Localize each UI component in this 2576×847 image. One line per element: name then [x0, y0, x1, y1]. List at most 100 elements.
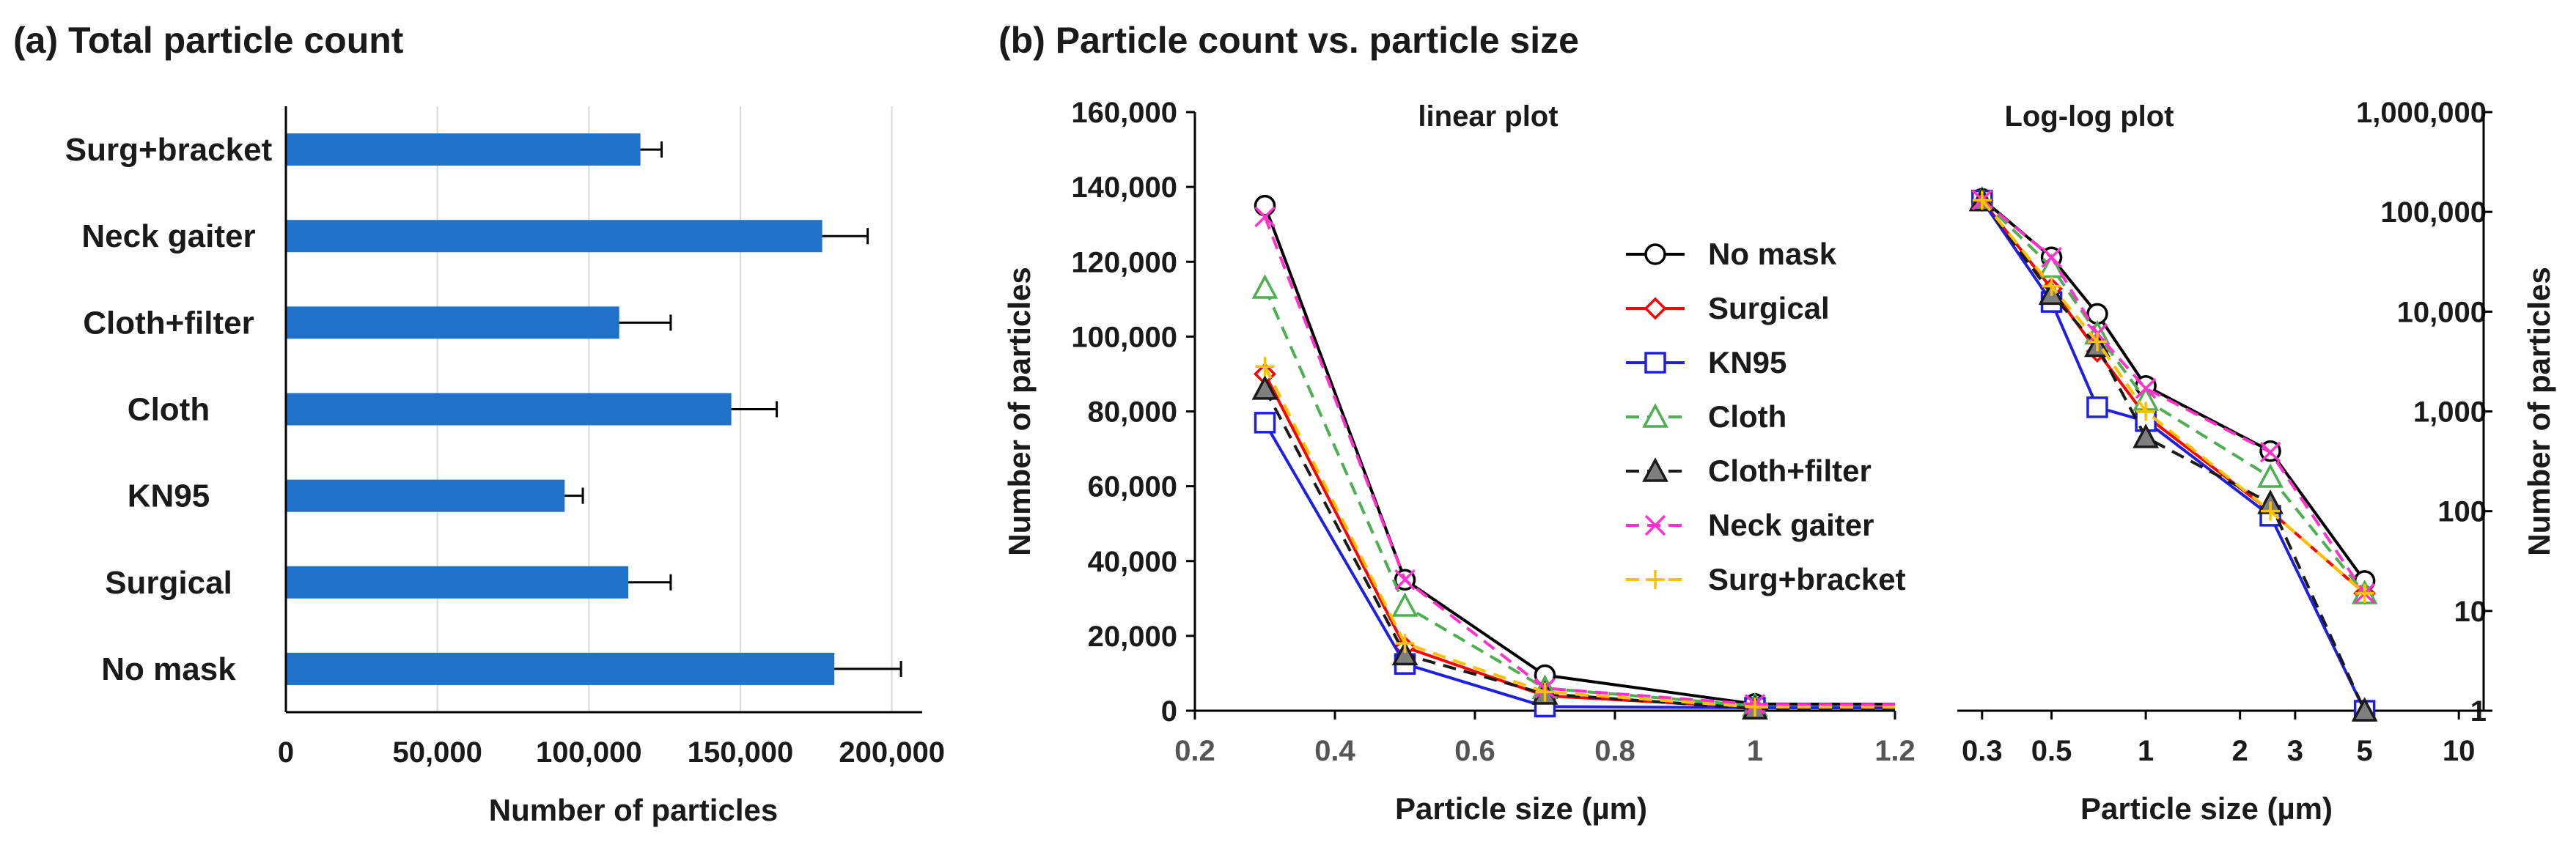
- bar-neck-gaiter: [286, 220, 823, 253]
- data-point: [2042, 276, 2061, 296]
- data-point: [2261, 501, 2281, 521]
- category-label: Surgical: [105, 565, 232, 601]
- series-line: [1981, 199, 2366, 595]
- y-tick-label: 160,000: [1071, 97, 1177, 129]
- data-point: [2355, 583, 2374, 603]
- bar-kn95: [286, 479, 565, 512]
- data-point: [2038, 253, 2065, 278]
- series-cloth-filter: [1251, 375, 1896, 720]
- category-label: Cloth+filter: [83, 305, 254, 341]
- series-cloth: [1251, 274, 1896, 717]
- data-point: [2132, 424, 2160, 448]
- series-line: [1981, 199, 2366, 595]
- data-point: [1745, 697, 1764, 717]
- category-label: Cloth: [128, 392, 210, 428]
- x-tick-label: 0.2: [1174, 735, 1215, 767]
- x-axis-title: Particle size (µm): [1395, 791, 1647, 826]
- data-point: [2087, 332, 2107, 352]
- legend-item-cloth-filter: Cloth+filter: [1626, 454, 1872, 488]
- series-line: [1981, 199, 2366, 594]
- x-tick-label: 0.3: [1962, 735, 2003, 767]
- data-point: [1644, 514, 1666, 536]
- y-tick-label: 20,000: [1088, 621, 1177, 653]
- bar-cloth-filter: [286, 306, 619, 339]
- data-point: [1535, 682, 1555, 702]
- data-point: [2135, 377, 2157, 399]
- data-point: [1644, 297, 1667, 320]
- series-surg-bracket: [1972, 191, 2374, 603]
- x-tick-label: 150,000: [688, 736, 794, 769]
- x-tick-label: 1: [2138, 735, 2154, 767]
- y-tick-label: 10: [2454, 596, 2487, 628]
- panel-a-title: (a) Total particle count: [13, 20, 404, 61]
- y-tick-label: 1,000,000: [2356, 97, 2487, 129]
- category-label: No mask: [101, 651, 236, 687]
- panel-b-title: (b) Particle count vs. particle size: [998, 20, 1579, 61]
- category-label: KN95: [128, 478, 210, 514]
- series-cloth: [1968, 186, 2378, 604]
- series-line: [1263, 204, 1756, 706]
- y-tick-label: 120,000: [1071, 246, 1177, 278]
- x-axis-title: Number of particles: [489, 793, 778, 827]
- series-cloth-filter: [1968, 186, 2378, 722]
- data-point: [1972, 191, 1992, 210]
- legend: No mask Surgical KN95 Cloth Cloth+filter Neck…: [1626, 237, 1906, 596]
- series-line: [1263, 216, 1756, 706]
- legend-label: Cloth: [1708, 399, 1786, 434]
- bar-no-mask: [286, 652, 835, 685]
- data-point: [1254, 194, 1276, 217]
- legend-label: Cloth+filter: [1708, 454, 1872, 488]
- data-point: [2257, 463, 2284, 488]
- data-point: [1642, 403, 1668, 428]
- data-point: [1255, 357, 1275, 377]
- x-axis-title: Particle size (µm): [2080, 791, 2333, 826]
- y-axis-title: Number of particles: [2522, 267, 2556, 555]
- y-tick-label: 10,000: [2397, 296, 2487, 328]
- data-point: [2086, 396, 2108, 418]
- x-tick-label: 10: [2443, 735, 2476, 767]
- linear-line-chart: 0 20,000 40,000 60,000 80,000 100,000 120,000 1…: [1002, 97, 1916, 826]
- data-point: [1254, 206, 1276, 228]
- category-label: Surg+bracket: [65, 132, 273, 168]
- legend-label: Surgical: [1708, 291, 1830, 325]
- category-label: Neck gaiter: [81, 218, 255, 254]
- data-point: [1251, 375, 1278, 400]
- data-point: [1644, 243, 1666, 265]
- data-point: [2259, 441, 2281, 463]
- y-tick-label: 40,000: [1088, 546, 1177, 578]
- data-point: [1642, 457, 1668, 482]
- bar-cloth: [286, 393, 732, 426]
- y-axis-title: Number of particles: [1002, 267, 1037, 555]
- legend-label: Surg+bracket: [1708, 562, 1906, 596]
- series-line: [1981, 199, 2366, 711]
- legend-item-cloth: Cloth: [1626, 399, 1786, 434]
- data-point: [1254, 412, 1276, 434]
- x-tick-label: 1.2: [1874, 735, 1916, 767]
- legend-label: KN95: [1708, 345, 1786, 380]
- x-tick-label: 1: [1747, 735, 1763, 767]
- x-tick-label: 3: [2287, 735, 2303, 767]
- data-point: [2136, 402, 2156, 421]
- y-tick-label: 100: [2437, 496, 2487, 528]
- x-tick-label: 100,000: [536, 736, 642, 769]
- data-point: [1251, 274, 1278, 299]
- legend-item-neck-gaiter: Neck gaiter: [1626, 508, 1874, 542]
- y-tick-label: 1,000: [2413, 396, 2487, 429]
- series-line: [1981, 197, 2366, 582]
- x-tick-label: 0.8: [1594, 735, 1635, 767]
- series-line: [1981, 199, 2366, 595]
- x-tick-label: 0: [278, 736, 294, 769]
- y-tick-label: 60,000: [1088, 471, 1177, 503]
- x-tick-label: 0.4: [1314, 735, 1355, 767]
- legend-item-no-mask: No mask: [1626, 237, 1837, 271]
- series-neck-gaiter: [1971, 189, 2375, 604]
- legend-item-kn95: KN95: [1626, 345, 1786, 380]
- bar-surg-bracket: [286, 133, 641, 166]
- data-point: [2351, 697, 2378, 722]
- bar-surgical: [286, 566, 629, 599]
- data-point: [1391, 640, 1418, 666]
- y-tick-label: 100,000: [1071, 321, 1177, 353]
- data-point: [1646, 570, 1665, 589]
- x-tick-label: 0.5: [2031, 735, 2072, 767]
- data-point: [1394, 569, 1416, 591]
